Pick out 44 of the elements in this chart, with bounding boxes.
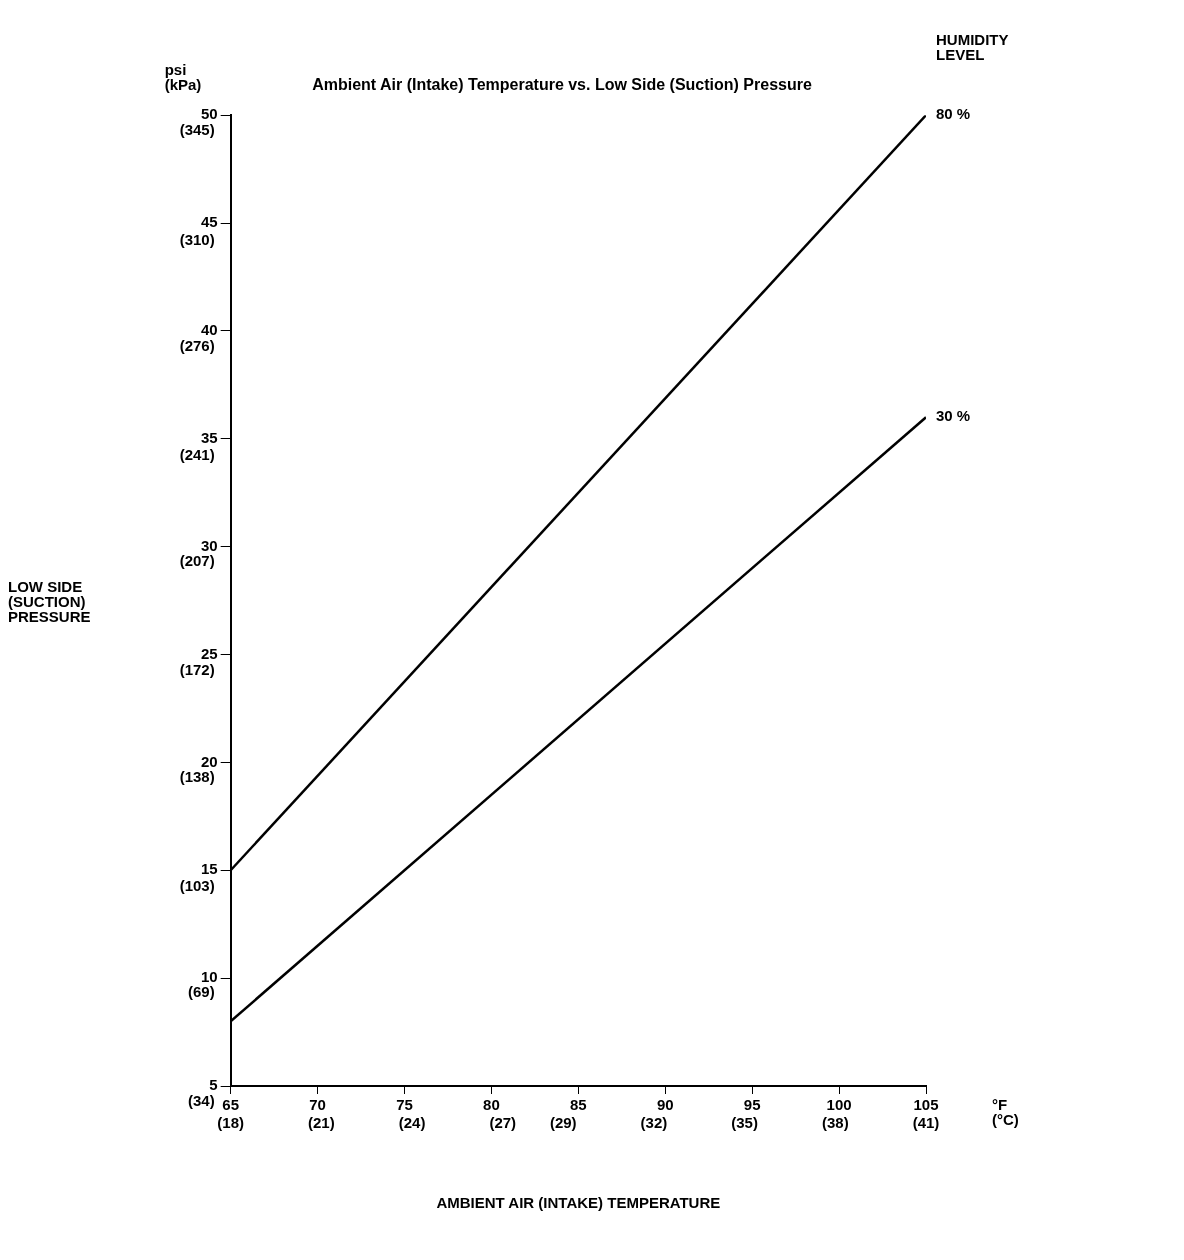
x2-tick-label: (35) — [731, 1113, 758, 1131]
y-tick-label: 50 — [201, 105, 218, 123]
y2-tick-label: (138) — [179, 767, 215, 785]
x-tick-label: 95 — [743, 1096, 761, 1114]
y2-tick-label: (34) — [188, 1092, 215, 1110]
x-tick-label: 75 — [396, 1096, 413, 1114]
x-tick-label: 105 — [913, 1096, 939, 1114]
x2-tick-label: (41) — [912, 1113, 940, 1131]
legend-title: HUMIDITY LEVEL — [936, 30, 1009, 63]
x2-tick-label: (21) — [308, 1113, 335, 1131]
y2-tick-label: (276) — [179, 336, 215, 354]
x2-tick-label: (24) — [398, 1113, 426, 1131]
x-tick-label: 90 — [656, 1096, 674, 1114]
x2-tick-label: (38) — [821, 1113, 849, 1131]
text: psi (kPa) — [164, 60, 202, 93]
y-tick-label: 15 — [201, 860, 218, 878]
y-tick-label: 40 — [201, 321, 218, 339]
text: °F (°C) — [992, 1095, 1019, 1128]
y-tick-label: 35 — [201, 428, 218, 446]
x-tick-label: 100 — [826, 1096, 852, 1114]
y-tick-label: 45 — [201, 213, 218, 231]
chart-title: Ambient Air (Intake) Temperature vs. Low Side (Suction) Pressure — [312, 76, 812, 94]
x-axis-title: AMBIENT AIR (INTAKE) TEMPERATURE — [436, 1193, 721, 1211]
y2-tick-label: (172) — [179, 661, 215, 679]
y2-tick-label: (103) — [179, 876, 215, 894]
series-label: 30 % — [936, 407, 971, 425]
x-tick-label: 85 — [570, 1096, 587, 1114]
x2-tick-label: (27) — [489, 1113, 517, 1131]
y-tick-label: 20 — [201, 752, 218, 770]
text: LOW SIDE (SUCTION) PRESSURE — [8, 578, 91, 626]
y2-tick-label: (345) — [179, 121, 215, 139]
x-tick-label: 65 — [222, 1096, 240, 1114]
y2-tick-label: (310) — [179, 230, 215, 248]
y-tick-label: 5 — [209, 1076, 218, 1094]
series-label: 80 % — [936, 105, 971, 123]
x2-tick-label: (18) — [217, 1113, 245, 1131]
y2-tick-label: (241) — [179, 445, 215, 463]
x2-tick-label: (29) — [549, 1113, 577, 1131]
x2-tick-label: (32) — [640, 1113, 668, 1131]
x-tick-label: 80 — [483, 1096, 500, 1114]
y2-tick-label: (207) — [179, 552, 215, 570]
y-tick-label: 25 — [201, 644, 218, 662]
y-tick-label: 30 — [201, 536, 218, 554]
x-tick-label: 70 — [309, 1096, 326, 1114]
